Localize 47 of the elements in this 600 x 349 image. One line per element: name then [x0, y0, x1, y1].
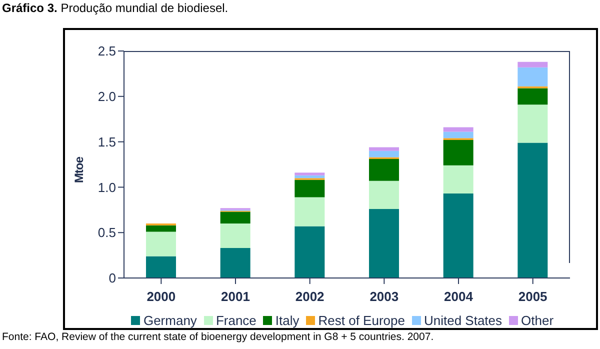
- x-tick-label: 2000: [146, 289, 176, 304]
- x-tick-label: 2005: [518, 289, 548, 304]
- bar: [518, 88, 548, 105]
- y-axis-title: Mtoe: [72, 157, 86, 183]
- bar: [146, 232, 176, 256]
- legend-label: Rest of Europe: [318, 313, 405, 328]
- source-note: Fonte: FAO, Review of the current state of bioenergy development in G8 + 5 countries. 2007.: [2, 331, 434, 343]
- y-tick-label: 1.5: [98, 134, 116, 150]
- bar: [369, 159, 399, 181]
- bar: [369, 180, 399, 209]
- bar: [443, 165, 474, 194]
- bar: [294, 197, 325, 226]
- bar: [518, 67, 548, 86]
- bar: [443, 194, 474, 278]
- y-tick-label: 1.0: [98, 180, 116, 195]
- x-tick-label: 2004: [444, 289, 474, 304]
- x-tick-label: 2002: [295, 289, 324, 304]
- bar: [220, 224, 250, 248]
- bar: [146, 256, 176, 278]
- bar: [294, 175, 325, 178]
- bar: [294, 226, 325, 278]
- bar: [369, 147, 399, 151]
- bar: [443, 140, 474, 166]
- bar: [220, 212, 250, 224]
- legend-label: France: [216, 313, 256, 328]
- legend-label: United States: [424, 313, 502, 328]
- bar: [369, 150, 399, 158]
- x-tick-label: 2001: [221, 289, 250, 304]
- bar: [443, 127, 474, 132]
- bar: [518, 62, 548, 68]
- bar: [443, 132, 474, 138]
- y-tick-label: 0: [108, 270, 116, 286]
- legend-label: Other: [521, 313, 554, 328]
- legend-label: Germany: [143, 313, 197, 328]
- legend-label: Italy: [275, 313, 300, 328]
- bar: [518, 104, 548, 143]
- bar: [294, 172, 325, 176]
- bar: [146, 225, 176, 232]
- y-tick-label: 2.0: [98, 89, 116, 104]
- x-tick-label: 2003: [370, 289, 399, 304]
- bar: [294, 180, 325, 198]
- bar: [518, 142, 548, 278]
- y-tick-label: 0.5: [98, 225, 116, 240]
- bar: [220, 248, 250, 278]
- chart-title: Gráfico 3. Produção mundial de biodiesel.: [2, 1, 228, 15]
- bar: [369, 208, 399, 278]
- y-tick-label: 2.5: [98, 44, 116, 59]
